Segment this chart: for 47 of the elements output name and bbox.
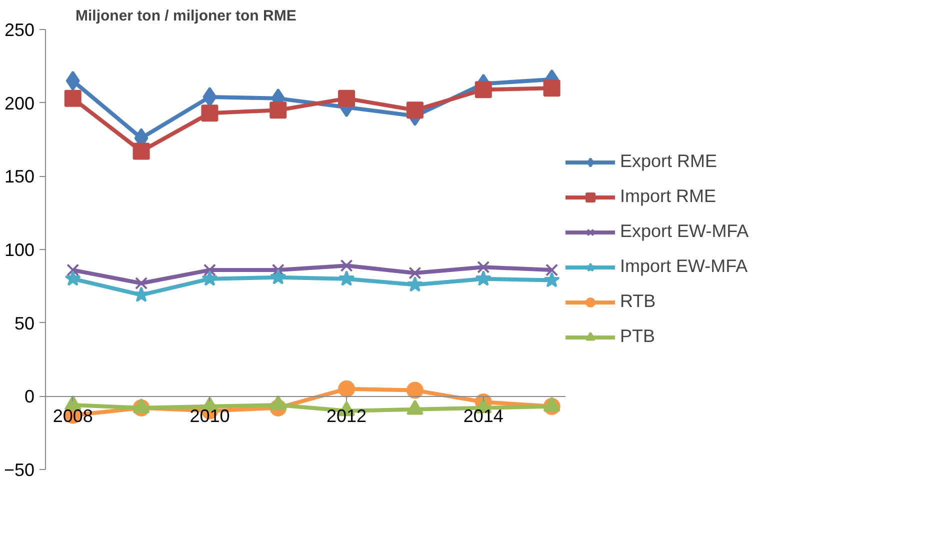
point: [134, 276, 148, 290]
point: [338, 90, 356, 107]
y-tick-label: 200: [4, 93, 35, 114]
point: [270, 268, 286, 284]
point: [132, 142, 150, 160]
point: [338, 270, 355, 286]
point: [270, 102, 287, 119]
legend-label: RTB: [620, 291, 656, 312]
point: [340, 259, 353, 272]
x-tick-label: 2012: [326, 406, 367, 426]
point: [408, 266, 422, 280]
point: [201, 104, 218, 122]
point: [406, 400, 424, 415]
legend-label: Import EW-MFA: [620, 256, 748, 277]
point: [543, 396, 560, 412]
point: [543, 80, 560, 97]
point: [475, 270, 492, 286]
x-tick-label: 2010: [190, 406, 230, 426]
y-tick-label: −50: [4, 460, 35, 480]
point: [64, 90, 82, 107]
legend-label: Export EW-MFA: [620, 221, 749, 242]
chart-title: Miljoner ton / miljoner ton RME: [76, 8, 296, 24]
point: [406, 382, 424, 399]
point: [406, 102, 424, 119]
point: [406, 276, 424, 292]
point: [270, 395, 287, 410]
point: [338, 380, 356, 398]
point: [477, 260, 490, 274]
legend-label: Import RME: [620, 186, 716, 207]
y-tick-label: 250: [4, 20, 35, 40]
point: [203, 264, 216, 276]
point: [474, 81, 492, 98]
point: [202, 86, 217, 107]
legend-label: PTB: [620, 326, 656, 347]
y-tick-label: 0: [24, 386, 35, 407]
x-tick-label: 2014: [463, 406, 504, 426]
point: [66, 70, 80, 91]
point: [66, 264, 80, 276]
y-tick-label: 100: [4, 240, 35, 260]
y-tick-label: 50: [14, 313, 35, 334]
point: [132, 398, 150, 414]
legend-label: Export RME: [620, 151, 718, 172]
point: [202, 270, 218, 286]
point: [546, 264, 558, 276]
point: [544, 272, 560, 288]
point: [64, 270, 81, 286]
y-tick-label: 150: [4, 166, 35, 187]
